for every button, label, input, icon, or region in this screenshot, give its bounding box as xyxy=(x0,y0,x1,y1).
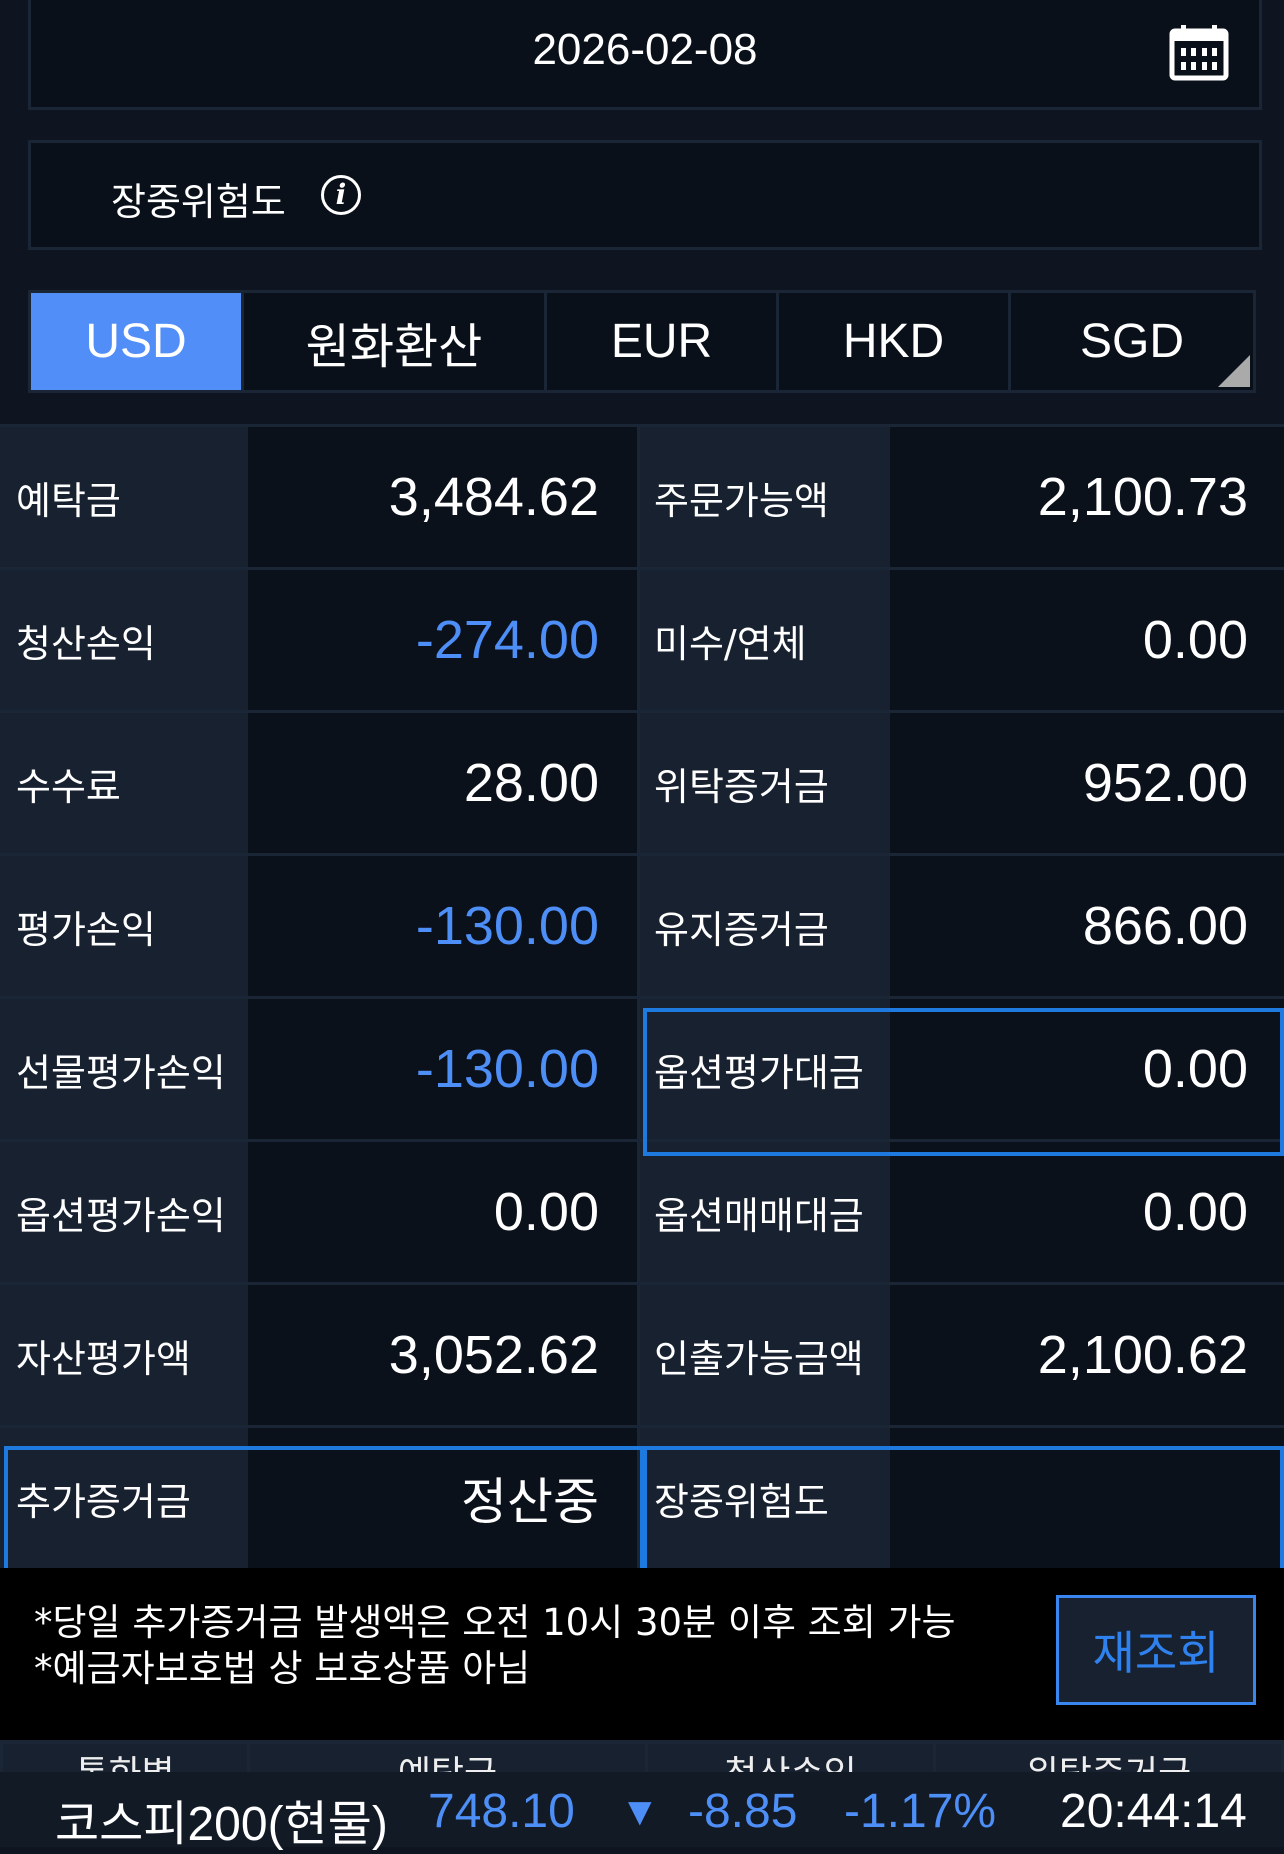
info-icon[interactable]: i xyxy=(321,175,361,215)
calendar-icon[interactable] xyxy=(1169,23,1229,81)
ticker-price: 748.10 xyxy=(428,1785,575,1838)
field-value: 0.00 xyxy=(890,570,1284,710)
field-value: -274.00 xyxy=(248,570,640,710)
tab-hkd[interactable]: HKD xyxy=(779,293,1008,390)
field-label: 유지증거금 xyxy=(640,856,890,996)
field-value xyxy=(890,1428,1284,1568)
field-label: 옵션매매대금 xyxy=(640,1142,890,1282)
intraday-risk-panel: 장중위험도 i xyxy=(28,140,1262,250)
field-value: 2,100.73 xyxy=(890,427,1284,567)
tab-eur[interactable]: EUR xyxy=(547,293,776,390)
field-label: 주문가능액 xyxy=(640,427,890,567)
field-label: 선물평가손익 xyxy=(0,999,248,1139)
field-label: 옵션평가대금 xyxy=(640,999,890,1139)
ticker-change: -8.85 xyxy=(688,1785,798,1838)
field-value: 866.00 xyxy=(890,856,1284,996)
balance-grid: 예탁금 3,484.62 주문가능액 2,100.73 청산손익 -274.00 미수/연체… xyxy=(0,424,1284,1594)
corner-triangle-icon xyxy=(1218,355,1250,387)
field-label: 자산평가액 xyxy=(0,1285,248,1425)
grid-row: 선물평가손익 -130.00 옵션평가대금 0.00 xyxy=(0,999,1284,1142)
tab-krw-converted[interactable]: 원화환산 xyxy=(244,293,544,390)
currency-tabs: USD 원화환산 EUR HKD SGD xyxy=(28,290,1256,393)
field-label: 추가증거금 xyxy=(0,1428,248,1568)
refresh-button[interactable]: 재조회 xyxy=(1056,1595,1256,1705)
ticker-change-pct: -1.17% xyxy=(844,1785,997,1838)
notice-line: *예금자보호법 상 보호상품 아님 xyxy=(34,1647,531,1690)
field-value: 952.00 xyxy=(890,713,1284,853)
grid-row: 옵션평가손익 0.00 옵션매매대금 0.00 xyxy=(0,1142,1284,1285)
field-value: 0.00 xyxy=(890,999,1284,1139)
tab-usd[interactable]: USD xyxy=(31,293,241,390)
ticker-name: 코스피200(현물) xyxy=(55,1798,388,1851)
notice-line: *당일 추가증거금 발생액은 오전 10시 30분 이후 조회 가능 xyxy=(34,1601,956,1644)
ticker-time: 20:44:14 xyxy=(1060,1785,1247,1838)
intraday-risk-label: 장중위험도 xyxy=(111,180,286,224)
field-label: 수수료 xyxy=(0,713,248,853)
grid-row: 자산평가액 3,052.62 인출가능금액 2,100.62 xyxy=(0,1285,1284,1428)
field-label: 미수/연체 xyxy=(640,570,890,710)
grid-row: 청산손익 -274.00 미수/연체 0.00 xyxy=(0,570,1284,713)
field-label: 인출가능금액 xyxy=(640,1285,890,1425)
notice-area: *당일 추가증거금 발생액은 오전 10시 30분 이후 조회 가능 *예금자보… xyxy=(0,1568,1284,1740)
field-value: 정산중 xyxy=(248,1428,640,1568)
grid-row: 수수료 28.00 위탁증거금 952.00 xyxy=(0,713,1284,856)
field-label: 장중위험도 xyxy=(640,1428,890,1568)
date-picker[interactable]: 2026-02-08 xyxy=(28,0,1262,110)
tab-sgd-label: SGD xyxy=(1079,315,1184,368)
field-label: 청산손익 xyxy=(0,570,248,710)
field-label: 위탁증거금 xyxy=(640,713,890,853)
field-value: 3,484.62 xyxy=(248,427,640,567)
field-value: 28.00 xyxy=(248,713,640,853)
field-value: 3,052.62 xyxy=(248,1285,640,1425)
index-ticker[interactable]: 코스피200(현물) 748.10 ▼ -8.85 -1.17% 20:44:1… xyxy=(0,1772,1284,1851)
field-label: 옵션평가손익 xyxy=(0,1142,248,1282)
field-value: -130.00 xyxy=(248,856,640,996)
field-value: 0.00 xyxy=(248,1142,640,1282)
grid-row: 평가손익 -130.00 유지증거금 866.00 xyxy=(0,856,1284,999)
date-value: 2026-02-08 xyxy=(532,25,758,74)
field-value: 0.00 xyxy=(890,1142,1284,1282)
field-label: 평가손익 xyxy=(0,856,248,996)
field-label: 예탁금 xyxy=(0,427,248,567)
field-value: -130.00 xyxy=(248,999,640,1139)
field-value: 2,100.62 xyxy=(890,1285,1284,1425)
grid-row: 추가증거금 정산중 장중위험도 xyxy=(0,1428,1284,1571)
tab-sgd[interactable]: SGD xyxy=(1011,293,1253,390)
grid-row: 예탁금 3,484.62 주문가능액 2,100.73 xyxy=(0,427,1284,570)
down-arrow-icon: ▼ xyxy=(620,1790,660,1834)
